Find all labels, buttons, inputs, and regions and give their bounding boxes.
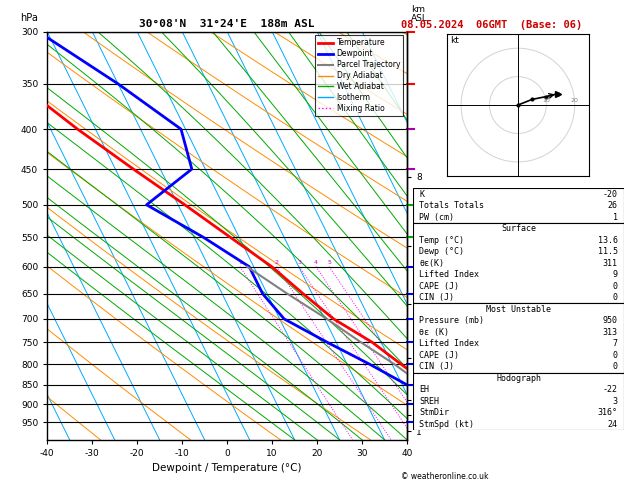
Text: CIN (J): CIN (J): [420, 362, 454, 371]
Text: -20: -20: [603, 190, 618, 199]
Text: SREH: SREH: [420, 397, 440, 406]
Text: Mixing Ratio (g/kg): Mixing Ratio (g/kg): [449, 196, 459, 276]
Text: 1: 1: [613, 212, 618, 222]
Text: 11.5: 11.5: [598, 247, 618, 256]
Text: 20: 20: [571, 98, 579, 103]
Text: 0: 0: [613, 351, 618, 360]
Text: km
ASL: km ASL: [411, 5, 428, 23]
Text: Pressure (mb): Pressure (mb): [420, 316, 484, 325]
Text: Temp (°C): Temp (°C): [420, 236, 464, 244]
Text: 0: 0: [613, 362, 618, 371]
Text: LCL: LCL: [415, 421, 430, 431]
Bar: [413, 303, 624, 373]
Text: 10: 10: [542, 98, 550, 103]
Text: 08.05.2024  06GMT  (Base: 06): 08.05.2024 06GMT (Base: 06): [401, 20, 582, 31]
Text: 950: 950: [603, 316, 618, 325]
Text: hPa: hPa: [20, 14, 38, 23]
Text: PW (cm): PW (cm): [420, 212, 454, 222]
Text: 311: 311: [603, 259, 618, 268]
Text: 2: 2: [274, 260, 279, 264]
Text: Lifted Index: Lifted Index: [420, 270, 479, 279]
Text: StmSpd (kt): StmSpd (kt): [420, 420, 474, 429]
Text: 9: 9: [613, 270, 618, 279]
Text: K: K: [420, 190, 425, 199]
Text: 5: 5: [327, 260, 331, 264]
Text: © weatheronline.co.uk: © weatheronline.co.uk: [401, 472, 489, 481]
Text: 0: 0: [613, 293, 618, 302]
Text: CIN (J): CIN (J): [420, 293, 454, 302]
Text: CAPE (J): CAPE (J): [420, 351, 459, 360]
Text: StmDir: StmDir: [420, 408, 449, 417]
Legend: Temperature, Dewpoint, Parcel Trajectory, Dry Adiabat, Wet Adiabat, Isotherm, Mi: Temperature, Dewpoint, Parcel Trajectory…: [314, 35, 403, 116]
Text: EH: EH: [420, 385, 430, 394]
Text: kt: kt: [450, 35, 459, 45]
Text: -22: -22: [603, 385, 618, 394]
Text: θε(K): θε(K): [420, 259, 445, 268]
Text: 1: 1: [238, 260, 242, 264]
Text: 24: 24: [608, 420, 618, 429]
Bar: [413, 373, 624, 430]
Title: 30°08'N  31°24'E  188m ASL: 30°08'N 31°24'E 188m ASL: [140, 19, 315, 30]
Text: 0: 0: [613, 282, 618, 291]
Text: Hodograph: Hodograph: [496, 374, 541, 383]
Text: 7: 7: [613, 339, 618, 348]
Text: θε (K): θε (K): [420, 328, 449, 337]
Text: 4: 4: [314, 260, 318, 264]
Text: 26: 26: [608, 201, 618, 210]
Text: Totals Totals: Totals Totals: [420, 201, 484, 210]
Text: 13.6: 13.6: [598, 236, 618, 244]
Text: 3: 3: [297, 260, 301, 264]
Text: Surface: Surface: [501, 224, 536, 233]
Text: 316°: 316°: [598, 408, 618, 417]
X-axis label: Dewpoint / Temperature (°C): Dewpoint / Temperature (°C): [152, 464, 302, 473]
Text: CAPE (J): CAPE (J): [420, 282, 459, 291]
Bar: [413, 223, 624, 303]
Text: Dewp (°C): Dewp (°C): [420, 247, 464, 256]
Text: 3: 3: [613, 397, 618, 406]
Text: Lifted Index: Lifted Index: [420, 339, 479, 348]
Text: Most Unstable: Most Unstable: [486, 305, 551, 313]
Bar: [413, 188, 624, 223]
Text: 313: 313: [603, 328, 618, 337]
